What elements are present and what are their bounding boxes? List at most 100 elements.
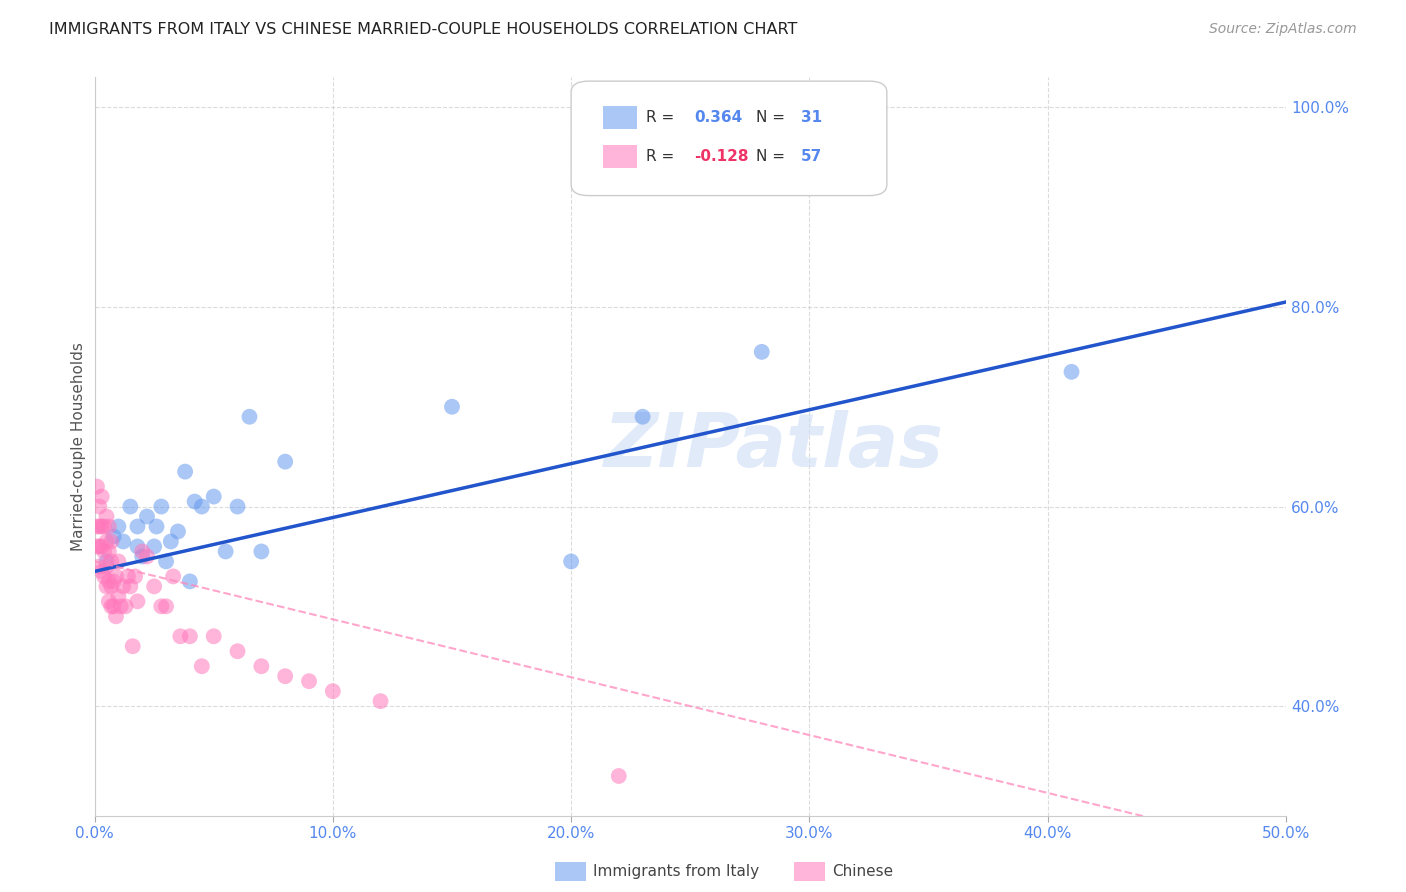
Point bbox=[96, 559, 118, 574]
Point bbox=[631, 409, 654, 424]
Point bbox=[120, 579, 142, 593]
Point bbox=[250, 544, 273, 558]
Point bbox=[93, 544, 115, 558]
Point bbox=[560, 554, 582, 568]
Point bbox=[89, 540, 111, 554]
Point bbox=[120, 500, 142, 514]
Point bbox=[1204, 834, 1226, 848]
Text: N =: N = bbox=[756, 110, 785, 125]
Point bbox=[114, 599, 136, 614]
Point bbox=[96, 579, 118, 593]
Text: 0.364: 0.364 bbox=[693, 110, 742, 125]
Point bbox=[174, 465, 197, 479]
Text: -0.128: -0.128 bbox=[693, 149, 748, 164]
Point bbox=[107, 590, 129, 604]
Point bbox=[89, 519, 111, 533]
Text: R =: R = bbox=[647, 149, 675, 164]
Point bbox=[183, 494, 205, 508]
Point bbox=[89, 500, 111, 514]
Point bbox=[226, 644, 249, 658]
Point bbox=[100, 534, 122, 549]
Point bbox=[97, 519, 120, 533]
Point bbox=[298, 674, 321, 689]
FancyBboxPatch shape bbox=[571, 81, 887, 195]
Point bbox=[136, 549, 159, 564]
Point bbox=[1060, 365, 1083, 379]
Text: Immigrants from Italy: Immigrants from Italy bbox=[593, 864, 759, 879]
Point bbox=[90, 519, 112, 533]
Point bbox=[143, 579, 166, 593]
Point bbox=[103, 574, 125, 589]
Point bbox=[150, 500, 173, 514]
Point bbox=[250, 659, 273, 673]
FancyBboxPatch shape bbox=[603, 145, 637, 169]
Point bbox=[179, 574, 201, 589]
Point bbox=[107, 519, 129, 533]
Point bbox=[86, 540, 108, 554]
Point bbox=[121, 640, 143, 654]
Point bbox=[131, 544, 153, 558]
Point bbox=[145, 519, 167, 533]
Point bbox=[202, 629, 225, 643]
Point bbox=[226, 500, 249, 514]
Point bbox=[93, 569, 115, 583]
Text: 31: 31 bbox=[801, 110, 823, 125]
Point bbox=[127, 540, 149, 554]
Point bbox=[105, 609, 128, 624]
Point bbox=[607, 769, 630, 783]
Point bbox=[440, 400, 463, 414]
Point bbox=[127, 594, 149, 608]
Point bbox=[112, 534, 135, 549]
Point bbox=[90, 540, 112, 554]
Point bbox=[150, 599, 173, 614]
Y-axis label: Married-couple Households: Married-couple Households bbox=[72, 343, 86, 551]
Point bbox=[103, 529, 125, 543]
Point bbox=[107, 554, 129, 568]
Point bbox=[93, 519, 115, 533]
Point bbox=[90, 490, 112, 504]
Point bbox=[96, 554, 118, 568]
Point bbox=[127, 519, 149, 533]
Point bbox=[89, 559, 111, 574]
Point bbox=[202, 490, 225, 504]
Point bbox=[169, 629, 191, 643]
Point bbox=[370, 694, 392, 708]
Point bbox=[155, 599, 177, 614]
Point bbox=[103, 599, 125, 614]
Text: N =: N = bbox=[756, 149, 785, 164]
Point bbox=[167, 524, 190, 539]
Point bbox=[97, 544, 120, 558]
Text: Source: ZipAtlas.com: Source: ZipAtlas.com bbox=[1209, 22, 1357, 37]
Point bbox=[100, 599, 122, 614]
Point bbox=[322, 684, 344, 698]
Text: ZIPatlas: ZIPatlas bbox=[603, 410, 943, 483]
Point bbox=[96, 509, 118, 524]
Point bbox=[274, 669, 297, 683]
Text: 57: 57 bbox=[801, 149, 823, 164]
Text: IMMIGRANTS FROM ITALY VS CHINESE MARRIED-COUPLE HOUSEHOLDS CORRELATION CHART: IMMIGRANTS FROM ITALY VS CHINESE MARRIED… bbox=[49, 22, 797, 37]
Point bbox=[112, 579, 135, 593]
Point bbox=[143, 540, 166, 554]
Point bbox=[100, 579, 122, 593]
Point bbox=[136, 509, 159, 524]
Text: R =: R = bbox=[647, 110, 675, 125]
Point bbox=[100, 554, 122, 568]
Point bbox=[124, 569, 146, 583]
Point bbox=[162, 569, 184, 583]
Point bbox=[214, 544, 236, 558]
Point bbox=[97, 574, 120, 589]
Point bbox=[274, 455, 297, 469]
Point bbox=[191, 500, 214, 514]
Point bbox=[97, 594, 120, 608]
FancyBboxPatch shape bbox=[603, 105, 637, 129]
Point bbox=[90, 565, 112, 579]
Text: Chinese: Chinese bbox=[832, 864, 893, 879]
Point bbox=[191, 659, 214, 673]
Point bbox=[159, 534, 181, 549]
Point bbox=[179, 629, 201, 643]
Point bbox=[238, 409, 260, 424]
Point bbox=[105, 569, 128, 583]
Point bbox=[117, 569, 139, 583]
Point bbox=[86, 480, 108, 494]
Point bbox=[155, 554, 177, 568]
